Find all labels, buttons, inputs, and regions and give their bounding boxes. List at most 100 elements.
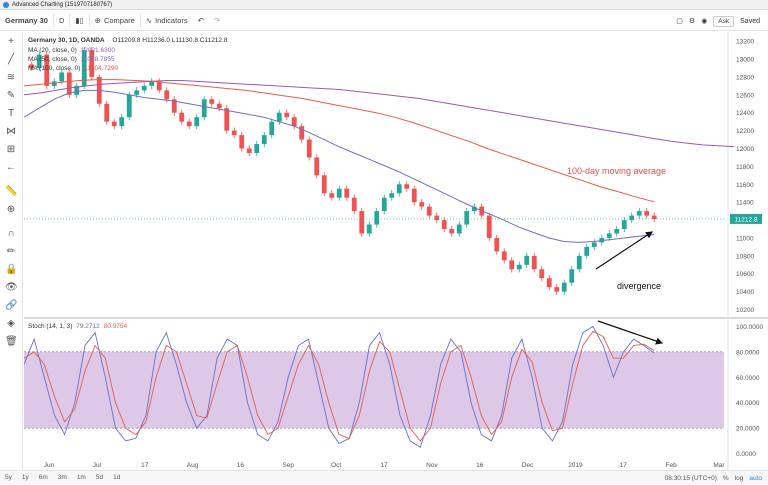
- candle-body: [449, 229, 455, 234]
- range-1m[interactable]: 1m: [76, 474, 86, 481]
- range-6m[interactable]: 6m: [38, 474, 48, 481]
- candle-body: [66, 72, 72, 95]
- price-tick-label: 11400: [736, 200, 754, 207]
- candle-body: [284, 112, 290, 118]
- stay-drawing-icon[interactable]: ✏: [6, 246, 16, 257]
- compare-label: Compare: [103, 16, 135, 25]
- candle-body: [29, 64, 35, 68]
- price-tick-label: 12800: [736, 74, 754, 81]
- link-icon[interactable]: 🔗: [5, 300, 18, 311]
- stoch-tick-label: 100.0000: [736, 324, 763, 331]
- crosshair-icon[interactable]: +: [8, 36, 14, 47]
- zoom-in-icon[interactable]: ⊕: [6, 204, 16, 215]
- settings-icon[interactable]: ⚙: [688, 18, 696, 25]
- auto-toggle[interactable]: auto: [749, 474, 762, 482]
- fullscreen-icon[interactable]: ▢: [676, 18, 683, 25]
- candle-body: [336, 188, 342, 198]
- undo-button[interactable]: ↶: [193, 11, 209, 31]
- candle-body: [464, 211, 470, 225]
- interval-selector[interactable]: D: [54, 11, 69, 31]
- clock-readout[interactable]: 08:30:15 (UTC+0): [664, 474, 717, 482]
- chart-area[interactable]: 13200 13000 12800 12600 12400 12200 12000 11800…: [23, 32, 768, 470]
- stoch-legend: Stoch (14, 1, 3) 79.2712 80.9754: [28, 323, 127, 330]
- price-tick-label: 10400: [736, 289, 754, 296]
- candle-body: [89, 50, 95, 77]
- range-3m[interactable]: 3m: [57, 474, 67, 481]
- log-toggle[interactable]: log: [734, 474, 744, 482]
- price-tick-label: 11000: [736, 235, 754, 242]
- candle-body: [486, 215, 492, 238]
- compare-button[interactable]: ⊕ Compare: [90, 11, 140, 31]
- symbol-selector[interactable]: Germany 30: [0, 11, 53, 31]
- candle-body: [74, 85, 80, 95]
- candle-body: [531, 255, 537, 270]
- toolbar-divider: [52, 14, 54, 27]
- candle-body: [509, 260, 515, 270]
- candle-body: [314, 157, 320, 176]
- candle-body: [584, 246, 590, 256]
- candle-body: [591, 242, 597, 247]
- time-tick-label: Aug: [187, 462, 199, 469]
- candle-body: [179, 112, 185, 122]
- percent-toggle[interactable]: %: [722, 474, 729, 482]
- eye-icon[interactable]: 👁: [5, 282, 18, 293]
- ruler-icon[interactable]: 📏: [5, 186, 18, 197]
- candle-body: [404, 184, 410, 189]
- candle-body: [216, 103, 222, 109]
- text-icon[interactable]: T: [7, 108, 15, 119]
- redo-button[interactable]: ↷: [209, 11, 225, 31]
- time-tick-label: Sep: [282, 462, 294, 469]
- saved-label[interactable]: Saved: [740, 17, 760, 25]
- lock-icon[interactable]: 🔒: [5, 264, 18, 275]
- candle-body: [651, 215, 657, 219]
- candle-body: [269, 121, 275, 136]
- candle-body: [246, 148, 252, 153]
- layers-icon[interactable]: ◈: [7, 318, 15, 329]
- legend-ohlc: O11209.8 H11236.0 L11130.8 C11212.8: [112, 37, 228, 44]
- back-arrow-icon[interactable]: ←: [6, 162, 16, 173]
- measure-icon[interactable]: ⊞: [6, 144, 16, 155]
- ma50-label: MA (50, close, 0): [28, 56, 77, 63]
- candle-body: [629, 215, 635, 221]
- candle-body: [434, 215, 440, 221]
- candles-icon: ▮▯: [75, 16, 84, 25]
- time-tick-label: Oct: [331, 462, 341, 469]
- magnet-icon[interactable]: ∩: [7, 228, 15, 239]
- time-tick-label: Dec: [522, 462, 534, 469]
- fib-icon[interactable]: ≋: [6, 72, 16, 83]
- indicators-button[interactable]: ∿ Indicators: [141, 11, 193, 31]
- time-tick-label: Mar: [713, 462, 725, 469]
- range-1d[interactable]: 1d: [113, 474, 121, 481]
- stoch-tick-label: 20.0000: [736, 426, 760, 433]
- time-tick-label: Jun: [44, 462, 55, 469]
- stoch-tick-label: 40.0000: [736, 400, 760, 407]
- ma100-value: 11404.7290: [84, 65, 119, 72]
- candle-body: [501, 251, 507, 261]
- range-5y[interactable]: 5y: [5, 474, 12, 481]
- candle-body: [561, 282, 567, 292]
- chart-svg[interactable]: 13200 13000 12800 12600 12400 12200 12000 11800…: [23, 32, 768, 470]
- candle-body: [321, 175, 327, 194]
- candle-body: [576, 255, 582, 270]
- candle-body: [374, 211, 380, 225]
- range-1y[interactable]: 1y: [21, 474, 29, 481]
- candle-body: [554, 287, 560, 292]
- trash-icon[interactable]: 🗑: [5, 336, 18, 347]
- chart-type-button[interactable]: ▮▯: [70, 11, 88, 31]
- price-tick-label: 10600: [736, 271, 754, 278]
- range-5d[interactable]: 5d: [95, 474, 104, 481]
- candle-body: [426, 206, 432, 216]
- candle-body: [44, 54, 50, 86]
- ma50-line: [23, 89, 655, 243]
- ma50-legend: MA (50, close, 0) 11038.7855: [28, 56, 114, 63]
- ma20-value: 12021.6300: [80, 47, 115, 54]
- trendline-icon[interactable]: ╱: [7, 54, 15, 65]
- camera-icon[interactable]: ◉: [701, 18, 708, 25]
- candle-body: [359, 211, 365, 234]
- pattern-icon[interactable]: ⋈: [6, 126, 16, 137]
- candle-body: [201, 99, 207, 118]
- price-source-select[interactable]: Ask: [713, 15, 735, 27]
- candle-body: [471, 206, 477, 212]
- candle-body: [276, 112, 282, 122]
- brush-icon[interactable]: ✎: [6, 90, 16, 101]
